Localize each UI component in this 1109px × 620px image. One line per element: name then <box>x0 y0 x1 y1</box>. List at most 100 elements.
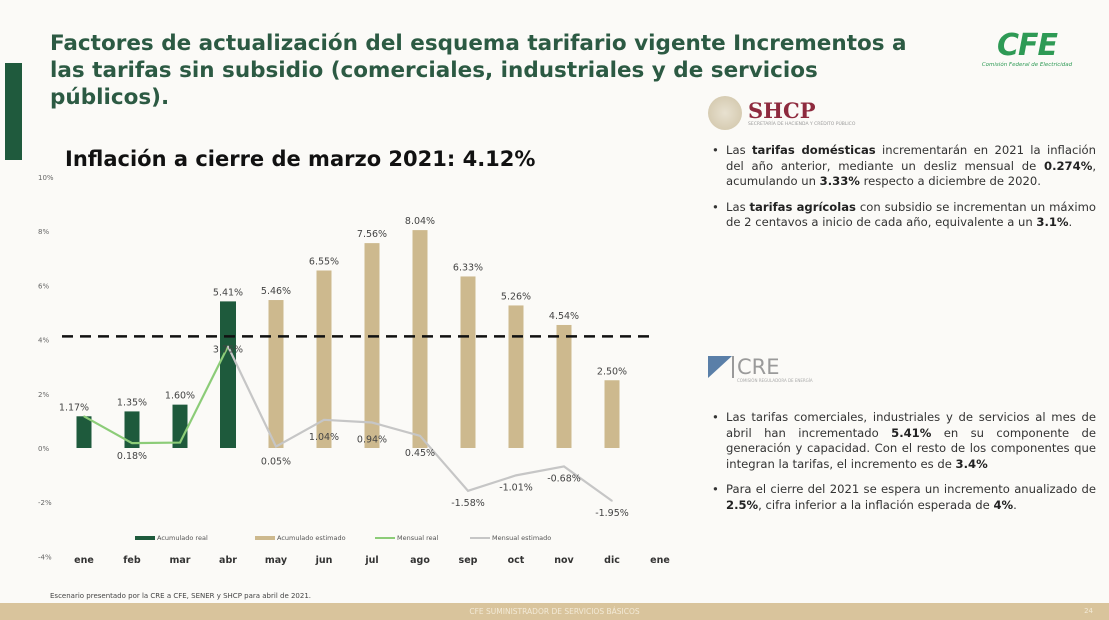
bullet-icon: • <box>712 199 719 214</box>
bullet-fragment: en su componente de generación y capacid… <box>726 425 1097 471</box>
shcp-logo-name: SHCP <box>748 97 816 123</box>
bullet-item: • Las tarifas comerciales, industriales y… <box>712 410 1096 472</box>
bar-acumulado-real <box>220 301 236 448</box>
cre-triangle-icon <box>708 356 732 378</box>
legend-label: Acumulado estimado <box>277 534 346 542</box>
data-label: 1.04% <box>309 432 339 443</box>
data-label: 6.55% <box>309 256 339 267</box>
bullet-fragment: tarifas domésticas <box>751 143 876 157</box>
bar-acumulado-estimado <box>556 324 572 448</box>
x-tick-label: dic <box>604 555 620 566</box>
bullet-item: • Para el cierre del 2021 se espera un in… <box>712 482 1096 513</box>
line-point <box>563 465 565 468</box>
legend-label: Mensual real <box>397 534 439 542</box>
x-tick-label: abr <box>219 555 237 566</box>
x-tick-label: may <box>265 555 288 566</box>
bullet-item: • Las tarifas domésticas incrementarán en… <box>712 143 1096 190</box>
bullet-fragment: incrementarán en 2021 la inflación del a… <box>726 143 1096 173</box>
data-label: 0.05% <box>261 457 291 468</box>
data-label: 1.60% <box>165 391 195 402</box>
bullet-fragment: respecto a diciembre de 2020. <box>859 174 1041 188</box>
bullet-icon: • <box>712 143 719 157</box>
line-point <box>179 441 181 444</box>
data-label: 4.54% <box>549 311 579 322</box>
y-tick-label: 4% <box>38 337 49 345</box>
data-label: 0.45% <box>405 448 435 459</box>
x-tick-label: ene <box>74 555 94 566</box>
bullet-fragment: 4% <box>993 497 1014 512</box>
bullet-text: Las tarifas comerciales, industriales y … <box>726 410 1096 472</box>
data-label: 3.75% <box>213 344 243 355</box>
x-tick-label: feb <box>123 555 141 566</box>
y-tick-label: -2% <box>38 499 52 507</box>
y-tick-label: 0% <box>38 445 49 453</box>
x-tick-label: ago <box>410 555 430 566</box>
bullet-fragment: 3.33% <box>819 174 860 188</box>
bullet-fragment: 2.5% <box>726 497 759 512</box>
y-tick-label: -4% <box>38 553 52 561</box>
bar-acumulado-estimado <box>316 270 332 448</box>
line-point <box>467 490 469 492</box>
bar-acumulado-estimado <box>412 230 428 448</box>
page-number: 24 <box>1084 607 1093 615</box>
inflation-chart: -4% -2% 0% 2% 4% 6% 8% 10% ene feb mar abr may jun jul… <box>38 174 670 566</box>
line-mensual-real <box>83 345 229 445</box>
data-label: 5.46% <box>261 286 291 297</box>
chart-subtitle: Inflación a cierre de marzo 2021: 4.12% <box>65 147 536 171</box>
bullet-fragment: Las <box>726 199 750 214</box>
source-note: Escenario presentado por la CRE a CFE, S… <box>50 592 312 600</box>
x-tick-label: sep <box>459 555 478 566</box>
data-label: 5.41% <box>213 287 243 298</box>
bullet-icon: • <box>712 482 719 496</box>
x-tick-label: oct <box>508 555 525 566</box>
data-label: 7.56% <box>357 229 387 240</box>
data-label: -0.68% <box>547 473 581 484</box>
y-tick-label: 10% <box>38 174 54 182</box>
accent-bar <box>5 63 22 160</box>
data-label: -1.95% <box>595 508 629 519</box>
footer-text: CFE SUMINISTRADOR DE SERVICIOS BÁSICOS <box>469 607 640 616</box>
cre-bullets: • Las tarifas comerciales, industriales y… <box>712 410 1096 523</box>
bullet-text: Las tarifas agrícolas con subsidio se in… <box>726 200 1096 231</box>
data-label: -1.58% <box>451 498 485 509</box>
legend-swatch <box>255 536 275 540</box>
bullet-icon: • <box>712 410 719 424</box>
bullet-fragment: Para el cierre del 2021 se espera un inc… <box>726 482 1096 496</box>
bar-acumulado-estimado <box>268 300 284 448</box>
line-point <box>611 500 613 502</box>
national-seal-icon <box>708 96 742 130</box>
bar-acumulado-real <box>76 416 92 448</box>
bar-acumulado-estimado <box>364 243 380 448</box>
footer-band: CFE SUMINISTRADOR DE SERVICIOS BÁSICOS 2… <box>0 603 1109 620</box>
cre-logo-name: CRE <box>732 356 813 378</box>
y-tick-label: 6% <box>38 282 49 290</box>
bullet-fragment: . <box>1013 497 1017 512</box>
shcp-bullets: • Las tarifas domésticas incrementarán en… <box>712 143 1096 241</box>
bullet-text: Para el cierre del 2021 se espera un inc… <box>726 482 1096 513</box>
bullet-fragment: con subsidio se incrementan un máximo de… <box>726 199 1096 230</box>
bullet-fragment: Las tarifas comerciales, industriales y … <box>726 410 1096 440</box>
bullet-fragment: tarifas agrícolas <box>749 199 856 214</box>
line-point <box>131 442 133 444</box>
x-tick-label: jun <box>315 555 333 566</box>
bar-acumulado-estimado <box>508 305 524 448</box>
line-point <box>227 345 229 348</box>
bullet-fragment: 3.4% <box>955 456 988 471</box>
page-title: Factores de actualización del esquema ta… <box>50 31 907 110</box>
line-point <box>371 421 373 424</box>
cfe-logo: CFE Comisión Federal de Electricidad <box>962 30 1092 69</box>
line-point <box>275 445 277 448</box>
line-point <box>419 435 421 437</box>
data-label: 0.94% <box>357 435 387 446</box>
cre-logo-sub: COMISIÓN REGULADORA DE ENERGÍA <box>737 378 813 383</box>
shcp-logo-sub: SECRETARÍA DE HACIENDA Y CRÉDITO PÚBLICO <box>748 121 856 127</box>
bullet-fragment: 5.41% <box>891 425 932 440</box>
bar-acumulado-estimado <box>460 276 476 448</box>
line-point <box>323 419 325 421</box>
y-tick-label: 8% <box>38 228 49 236</box>
data-label: 1.35% <box>117 397 147 408</box>
legend-swatch <box>470 537 490 539</box>
bullet-fragment: . <box>1068 215 1073 229</box>
x-tick-label: nov <box>554 555 574 566</box>
data-label: 6.33% <box>453 262 483 273</box>
